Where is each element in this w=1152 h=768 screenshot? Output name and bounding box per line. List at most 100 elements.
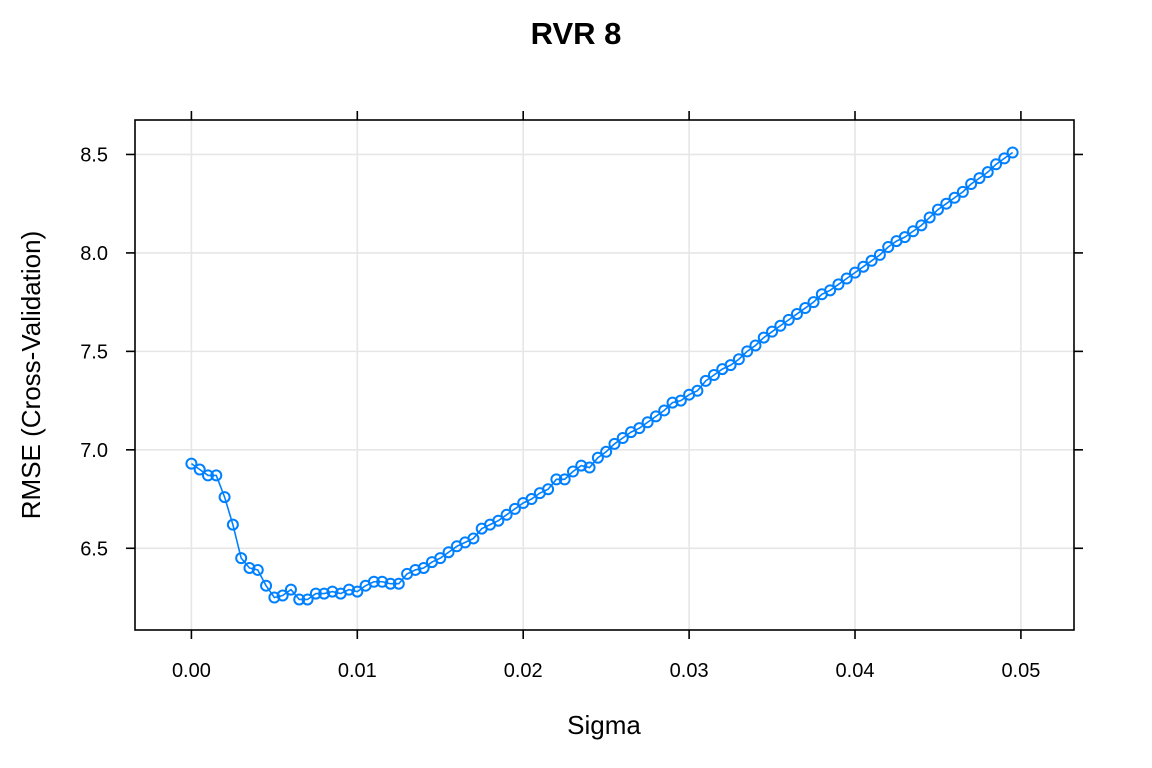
data-point [940, 197, 953, 210]
grid [135, 120, 1074, 630]
data-point [931, 203, 944, 216]
series-layer [185, 146, 1019, 606]
data-point [782, 313, 795, 326]
data-point [832, 278, 845, 291]
data-point [873, 248, 886, 261]
y-tick-label: 7.0 [80, 440, 108, 462]
data-point [766, 325, 779, 338]
axis-ticks [126, 111, 1083, 639]
data-point [649, 410, 662, 423]
data-point [691, 384, 704, 397]
data-point [865, 254, 878, 267]
data-point [276, 589, 289, 602]
data-point [185, 457, 198, 470]
data-point [965, 178, 978, 190]
data-point [392, 577, 405, 590]
x-tick-label: 0.04 [836, 660, 875, 682]
data-point [210, 469, 223, 482]
data-point [633, 422, 646, 435]
data-point [318, 587, 331, 600]
data-point [591, 451, 604, 464]
data-point [882, 241, 895, 254]
y-tick-label: 6.5 [80, 538, 108, 560]
data-point [973, 172, 986, 185]
data-point [998, 152, 1011, 165]
x-tick-label: 0.03 [670, 660, 709, 682]
data-point [293, 593, 306, 606]
data-point [376, 575, 389, 588]
tick-labels: 0.00 0.01 0.02 0.03 0.04 0.05 6.5 7.0 7.5 8.0 8.5 [80, 144, 1040, 682]
x-tick-label: 0.05 [1001, 660, 1040, 682]
data-point [990, 158, 1003, 171]
data-point [417, 561, 430, 574]
data-point [658, 404, 671, 417]
data-point [749, 339, 762, 352]
data-point [857, 260, 870, 273]
data-point [608, 437, 621, 450]
data-point [799, 302, 812, 315]
data-point [193, 463, 206, 476]
x-tick-label: 0.00 [172, 660, 211, 682]
data-point [666, 396, 679, 409]
data-point [260, 579, 273, 592]
data-point [442, 546, 455, 559]
data-point [508, 502, 521, 515]
data-point [790, 307, 803, 320]
data-point [699, 374, 712, 387]
data-point [309, 587, 322, 600]
data-point [384, 577, 397, 590]
y-tick-label: 8.5 [80, 144, 108, 166]
data-point [600, 445, 613, 458]
y-axis-label: RMSE (Cross-Validation) [16, 231, 46, 519]
data-point [757, 331, 770, 344]
data-point [550, 473, 563, 486]
x-tick-label: 0.02 [504, 660, 543, 682]
data-point [575, 459, 588, 472]
data-point [907, 225, 920, 238]
data-point [251, 563, 264, 576]
data-point [732, 353, 745, 366]
data-point [235, 552, 248, 565]
chart-title: RVR 8 [531, 16, 622, 51]
data-point [981, 166, 994, 179]
data-point [243, 561, 256, 574]
data-point [409, 563, 422, 576]
data-point [724, 359, 737, 372]
data-point [351, 585, 364, 598]
data-point [583, 461, 596, 474]
data-point [343, 583, 356, 596]
data-point [616, 432, 629, 445]
data-point [558, 473, 571, 486]
data-point [923, 211, 936, 224]
series-line [190, 151, 1014, 601]
data-point [218, 491, 231, 504]
data-point [707, 369, 720, 381]
data-point [284, 583, 297, 596]
y-tick-label: 7.5 [80, 341, 108, 363]
data-point [268, 591, 281, 604]
plot-frame [134, 119, 1075, 631]
data-point [326, 585, 339, 598]
data-point [1006, 146, 1019, 159]
data-point [492, 514, 505, 527]
data-point [500, 508, 513, 521]
data-point [840, 272, 853, 285]
data-point [566, 465, 579, 478]
data-point [467, 532, 480, 545]
data-point [807, 296, 820, 309]
data-point [898, 231, 911, 244]
data-point [202, 469, 214, 482]
data-point [367, 575, 380, 588]
data-point [641, 416, 654, 429]
data-point [774, 319, 787, 332]
y-tick-label: 8.0 [80, 243, 108, 265]
data-point [525, 493, 538, 506]
data-point [849, 266, 862, 279]
data-point [542, 483, 555, 496]
x-axis-label: Sigma [567, 710, 641, 740]
data-point [956, 185, 969, 198]
data-point [948, 191, 961, 204]
data-point [674, 394, 687, 407]
x-tick-label: 0.01 [338, 660, 377, 682]
data-point [226, 518, 239, 531]
